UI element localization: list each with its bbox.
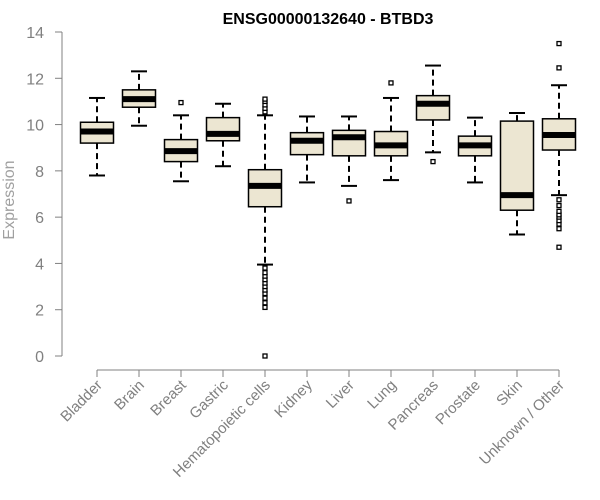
chart-title: ENSG00000132640 - BTBD3 <box>223 11 434 28</box>
y-tick-label: 2 <box>35 303 44 320</box>
outlier-point <box>262 353 268 359</box>
boxes <box>79 40 577 359</box>
box-9 <box>457 116 493 184</box>
outlier-point <box>262 96 268 102</box>
outlier-point <box>556 202 562 209</box>
y-tick-label: 10 <box>26 118 44 135</box>
box-4 <box>247 96 283 359</box>
x-tick-label: Skin <box>493 377 526 410</box>
box-6 <box>331 115 367 204</box>
iqr-box <box>205 116 241 142</box>
outlier-point <box>262 300 268 306</box>
iqr-box <box>415 94 451 121</box>
outlier-point <box>556 244 562 250</box>
box-10 <box>499 112 535 236</box>
y-tick-label: 12 <box>26 71 44 88</box>
y-tick-label: 14 <box>26 25 44 42</box>
outlier-point <box>262 270 268 276</box>
y-tick-label: 8 <box>35 164 44 181</box>
box-0 <box>79 96 115 177</box>
outlier-point <box>388 80 394 86</box>
x-tick-label: Bladder <box>57 377 106 426</box>
outlier-point <box>556 40 562 47</box>
y-tick-label: 6 <box>35 210 44 227</box>
y-tick-label: 0 <box>35 349 44 366</box>
outlier-point <box>262 304 268 311</box>
y-tick-label: 4 <box>35 256 44 273</box>
box-11 <box>541 40 577 250</box>
iqr-box <box>331 129 367 157</box>
x-tick-label: Liver <box>323 377 358 412</box>
box-7 <box>373 80 409 182</box>
box-3 <box>205 102 241 168</box>
x-tick-label: Breast <box>147 376 190 419</box>
x-tick-label: Lung <box>364 377 400 413</box>
outlier-point <box>262 295 268 301</box>
outlier-point <box>178 99 184 106</box>
outlier-point <box>346 198 352 204</box>
box-8 <box>415 64 451 165</box>
outlier-point <box>556 65 562 71</box>
x-tick-label: Prostate <box>432 377 484 429</box>
box-5 <box>289 115 325 184</box>
outlier-point <box>556 197 562 203</box>
x-tick-label: Brain <box>111 377 148 414</box>
outlier-point <box>262 265 268 271</box>
y-axis-label: Expression <box>1 160 18 239</box>
box-1 <box>121 70 157 127</box>
outlier-point <box>430 158 436 165</box>
outlier-point <box>556 226 562 232</box>
x-tick-label: Kidney <box>271 376 316 421</box>
box-2 <box>163 99 199 183</box>
outlier-point <box>556 208 562 215</box>
